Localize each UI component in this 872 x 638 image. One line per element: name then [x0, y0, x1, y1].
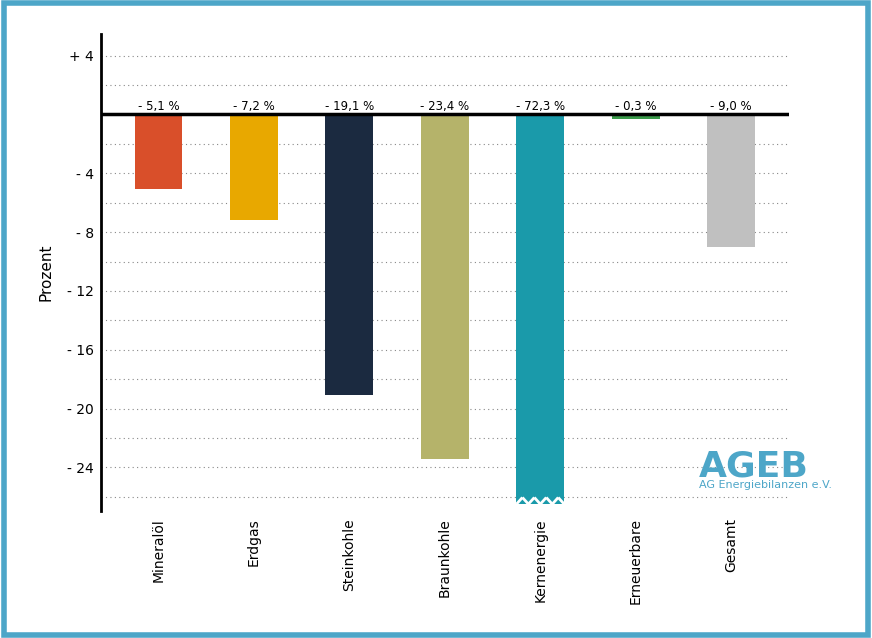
Text: - 0,3 %: - 0,3 %: [615, 100, 657, 113]
Bar: [707, 114, 755, 247]
Text: AGEB: AGEB: [699, 449, 809, 484]
Y-axis label: Prozent: Prozent: [38, 244, 53, 301]
Text: - 7,2 %: - 7,2 %: [233, 100, 275, 113]
Bar: [421, 114, 469, 459]
Bar: [325, 114, 373, 396]
Text: - 23,4 %: - 23,4 %: [420, 100, 469, 113]
Text: - 72,3 %: - 72,3 %: [515, 100, 565, 113]
Text: - 9,0 %: - 9,0 %: [711, 100, 753, 113]
Text: AG Energiebilanzen e.V.: AG Energiebilanzen e.V.: [699, 480, 832, 491]
Bar: [516, 114, 564, 504]
Bar: [134, 114, 182, 189]
Bar: [230, 114, 278, 220]
Text: - 5,1 %: - 5,1 %: [138, 100, 180, 113]
Bar: [612, 114, 660, 119]
Text: - 19,1 %: - 19,1 %: [324, 100, 374, 113]
